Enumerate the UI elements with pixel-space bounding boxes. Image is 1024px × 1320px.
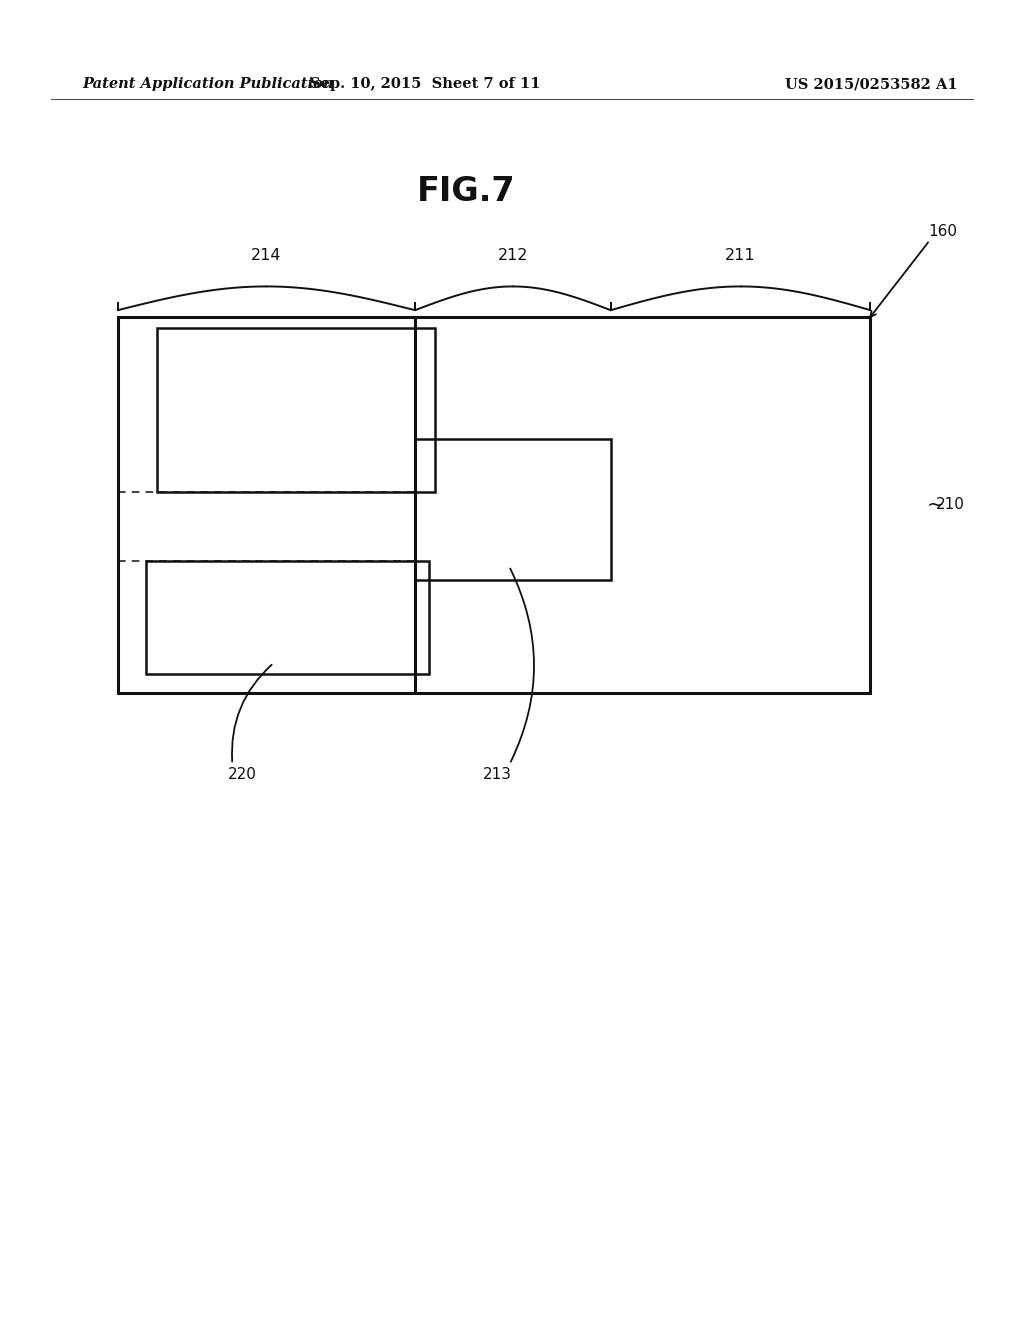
Bar	[157, 329, 434, 492]
Text: ~: ~	[927, 495, 944, 515]
Bar	[415, 440, 610, 581]
Text: US 2015/0253582 A1: US 2015/0253582 A1	[784, 78, 957, 91]
Text: Patent Application Publication: Patent Application Publication	[82, 78, 334, 91]
Bar	[118, 317, 870, 693]
Text: FIG.7: FIG.7	[417, 176, 515, 209]
Text: 211: 211	[725, 248, 756, 263]
Text: 220: 220	[228, 767, 257, 781]
Text: 212: 212	[498, 248, 528, 263]
Text: Sep. 10, 2015  Sheet 7 of 11: Sep. 10, 2015 Sheet 7 of 11	[309, 78, 541, 91]
Text: 210: 210	[936, 498, 965, 512]
Text: 214: 214	[251, 248, 282, 263]
Text: 160: 160	[929, 224, 957, 239]
Bar	[146, 561, 429, 675]
Text: 213: 213	[482, 767, 512, 781]
